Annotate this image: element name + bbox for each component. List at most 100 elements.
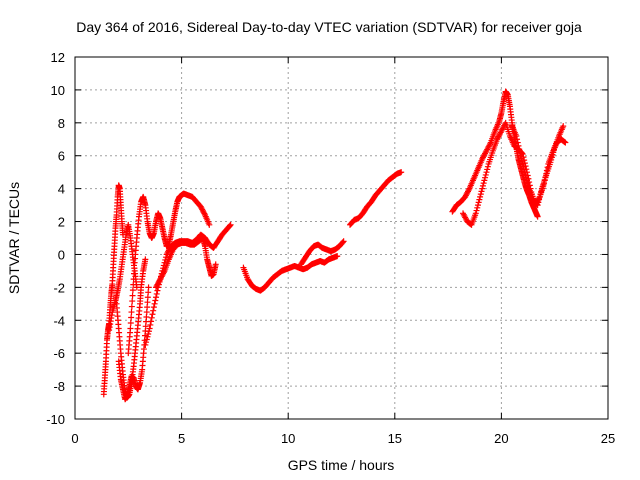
data-point	[226, 222, 233, 229]
data-point	[515, 142, 522, 149]
y-tick-label: -8	[53, 379, 65, 394]
data-point	[479, 182, 486, 189]
data-point	[537, 191, 544, 198]
y-tick-label: 8	[58, 116, 65, 131]
data-point	[127, 320, 134, 327]
y-tick-label: -6	[53, 346, 65, 361]
data-point	[146, 325, 153, 332]
data-point	[473, 207, 480, 214]
x-axis-ticks: 0 5 10 15 20 25	[71, 57, 615, 446]
series-arc-g	[153, 235, 219, 291]
data-point	[475, 199, 482, 206]
data-points	[100, 88, 569, 403]
data-point	[129, 287, 136, 294]
data-point	[538, 188, 545, 195]
data-point	[340, 238, 347, 245]
y-axis-label: SDTVAR / TECUs	[6, 182, 22, 294]
data-point	[129, 298, 136, 305]
data-point	[487, 140, 494, 147]
data-point	[145, 330, 152, 337]
data-point	[201, 210, 208, 217]
series-arc-b	[106, 221, 140, 334]
data-point	[130, 270, 137, 277]
series-arc-i	[297, 238, 347, 268]
data-point	[534, 213, 541, 220]
y-tick-label: 4	[58, 182, 65, 197]
data-point	[130, 281, 137, 288]
data-point	[477, 193, 484, 200]
y-tick-label: 0	[58, 247, 65, 262]
data-point	[148, 314, 155, 321]
data-point	[150, 307, 157, 314]
data-point	[514, 136, 521, 143]
data-point	[474, 204, 481, 211]
chart-title: Day 364 of 2016, Sidereal Day-to-day VTE…	[76, 19, 582, 35]
data-point	[523, 174, 530, 181]
data-point	[524, 180, 531, 187]
data-point	[535, 199, 542, 206]
data-point	[523, 177, 530, 184]
data-point	[212, 261, 219, 268]
data-point	[482, 171, 489, 178]
grid-lines	[75, 57, 608, 419]
data-point	[483, 169, 490, 176]
data-point	[150, 304, 157, 311]
y-tick-label: 6	[58, 149, 65, 164]
data-point	[484, 166, 491, 173]
series-arc-m	[509, 123, 567, 209]
data-point	[334, 253, 341, 260]
data-point	[521, 169, 528, 176]
data-point	[521, 166, 528, 173]
data-point	[477, 191, 484, 198]
data-point	[147, 321, 154, 328]
data-point	[478, 188, 485, 195]
y-tick-label: 12	[51, 50, 65, 65]
series-arc-j	[347, 169, 405, 228]
data-point	[522, 171, 529, 178]
data-point	[484, 163, 491, 170]
data-point	[129, 292, 136, 299]
data-point	[536, 196, 543, 203]
y-tick-label: -2	[53, 280, 65, 295]
series-arc-h	[240, 253, 341, 294]
y-axis-ticks: -10 -8 -6 -4 -2 0 2 4 6 8 10 12	[46, 50, 608, 427]
y-tick-label: -4	[53, 313, 65, 328]
data-point	[128, 309, 135, 316]
series-arc-k	[449, 88, 541, 220]
data-point	[128, 303, 135, 310]
data-point	[560, 123, 567, 130]
data-point	[130, 276, 137, 283]
data-point	[562, 139, 569, 146]
x-axis-label: GPS time / hours	[288, 457, 395, 473]
x-tick-label: 0	[71, 431, 78, 446]
data-point	[480, 180, 487, 187]
data-point	[339, 239, 346, 246]
data-point	[476, 196, 483, 203]
data-point	[153, 294, 160, 301]
data-point	[145, 328, 152, 335]
data-point	[465, 187, 472, 194]
x-tick-label: 10	[281, 431, 295, 446]
y-tick-label: 2	[58, 215, 65, 230]
data-point	[148, 318, 155, 325]
data-point	[398, 169, 405, 176]
data-point	[145, 284, 152, 291]
data-point	[142, 256, 149, 263]
data-point	[160, 269, 167, 276]
data-point	[516, 149, 523, 156]
x-tick-label: 20	[494, 431, 508, 446]
x-tick-label: 5	[178, 431, 185, 446]
data-point	[227, 221, 234, 228]
data-point	[481, 177, 488, 184]
data-point	[127, 325, 134, 332]
data-point	[143, 339, 150, 346]
data-point	[472, 210, 479, 217]
y-tick-label: 10	[51, 83, 65, 98]
data-point	[516, 146, 523, 153]
data-point	[142, 341, 149, 348]
data-point	[153, 290, 160, 297]
data-point	[513, 132, 520, 139]
data-point	[517, 152, 524, 159]
data-point	[143, 336, 150, 343]
